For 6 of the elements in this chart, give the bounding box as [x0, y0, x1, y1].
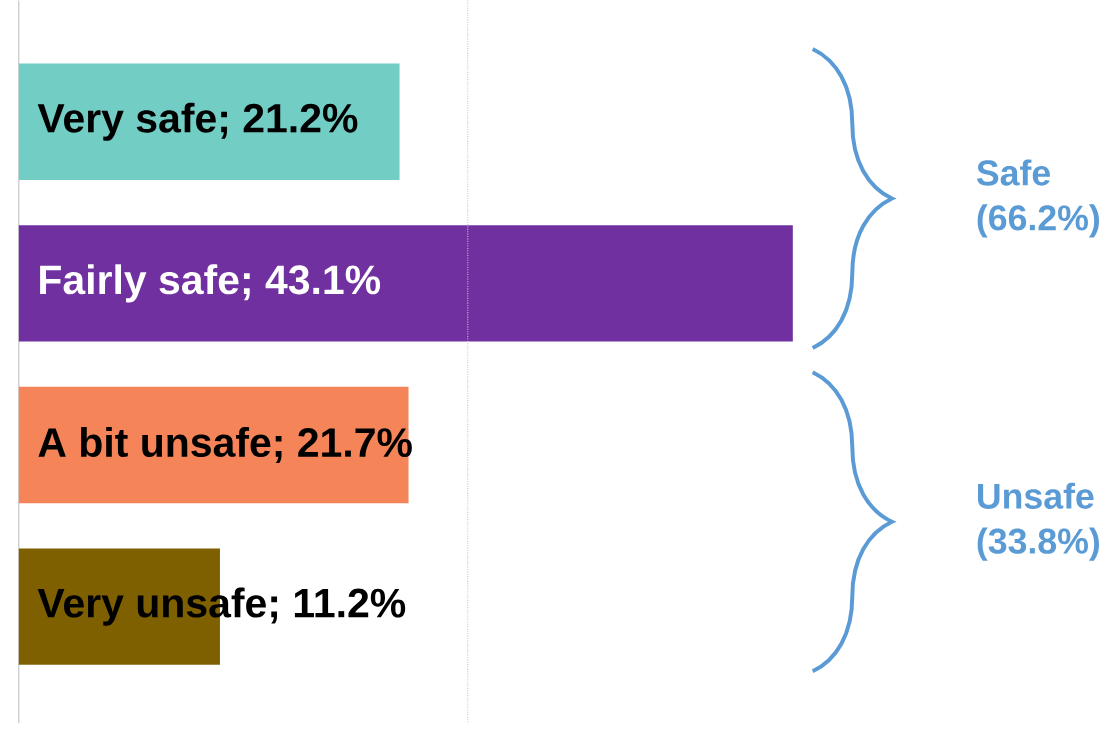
data-label: Very safe; 21.2%	[37, 102, 358, 141]
bar	[18, 225, 793, 342]
bar	[18, 63, 400, 180]
data-label: Fairly safe; 43.1%	[40, 264, 381, 303]
text: Unsafe (33.8%)	[977, 482, 1099, 561]
text: Safe (66.2%)	[976, 159, 1099, 238]
